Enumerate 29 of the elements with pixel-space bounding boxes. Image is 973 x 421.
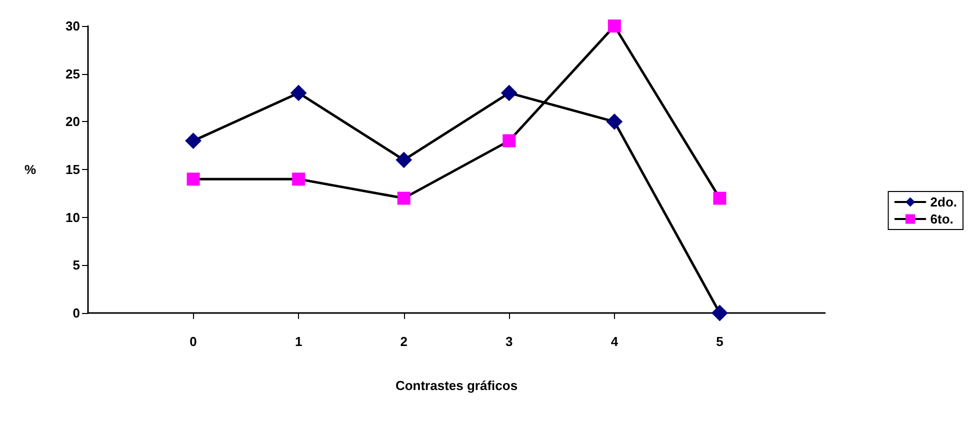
x-tick-label: 3	[506, 334, 513, 349]
point	[713, 192, 726, 205]
x-tick-label: 0	[190, 334, 197, 349]
x-tick-label: 5	[716, 334, 724, 349]
y-tick-label: 30	[66, 18, 80, 34]
point	[396, 152, 412, 168]
legend-label: 2do.	[930, 194, 958, 210]
point	[185, 132, 202, 149]
point	[606, 114, 622, 130]
x-tick-label: 1	[294, 334, 302, 349]
x-tick-label: 4	[610, 334, 619, 349]
point	[186, 172, 200, 186]
y-tick-label: 15	[66, 162, 80, 177]
legend-label: 6to.	[930, 212, 954, 226]
point	[712, 305, 728, 321]
point	[502, 134, 516, 148]
x-tick-label: 2	[400, 334, 408, 349]
point	[397, 192, 410, 205]
y-tick-label: 25	[66, 66, 80, 82]
point	[290, 84, 307, 101]
y-tick-label: 5	[72, 258, 80, 273]
point	[608, 20, 621, 32]
x-axis-title: Contrastes gráficos	[395, 378, 518, 393]
point	[292, 172, 306, 186]
y-tick-label: 10	[66, 210, 80, 225]
y-axis-title: %	[24, 162, 36, 177]
y-tick-label: 20	[66, 114, 80, 130]
y-tick-label: 0	[72, 306, 80, 320]
point	[501, 84, 518, 101]
